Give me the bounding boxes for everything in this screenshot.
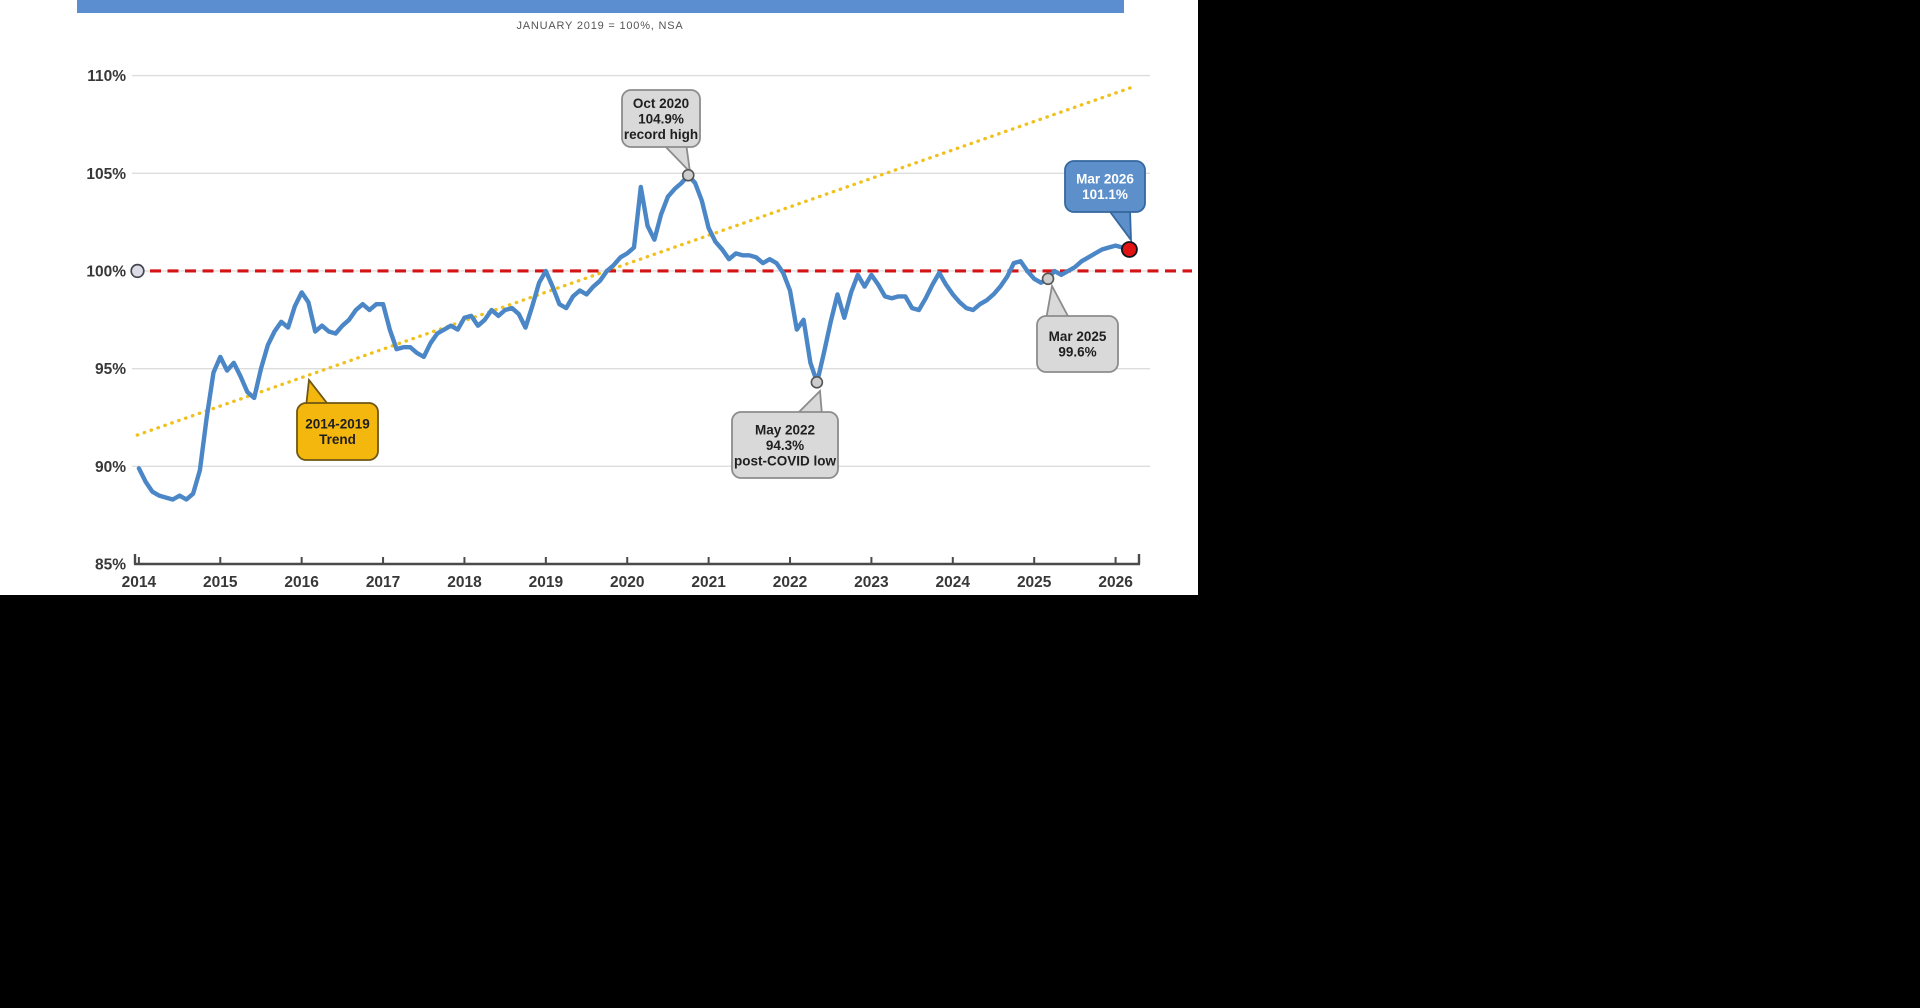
chart-subtitle: JANUARY 2019 = 100%, NSA	[516, 20, 683, 32]
annotation-record-high-line-0: Oct 2020	[633, 96, 689, 111]
y-tick-label: 90%	[95, 459, 126, 476]
annotation-mar-2025-line-1: 99.6%	[1058, 345, 1096, 360]
x-tick-label: 2019	[529, 574, 564, 591]
annotation-trend-label-line-1: Trend	[319, 432, 356, 447]
annotation-post-covid-low-line-1: 94.3%	[766, 438, 804, 453]
title-banner	[77, 0, 1124, 13]
marker-post-covid-low	[810, 376, 824, 389]
y-tick-label: 95%	[95, 361, 126, 378]
x-tick-label: 2022	[773, 574, 807, 591]
annotation-record-high-line-2: record high	[624, 127, 698, 142]
annotation-mar-2026-line-0: Mar 2026	[1076, 172, 1134, 187]
x-tick-label: 2017	[366, 574, 400, 591]
end-point-dot	[1121, 241, 1138, 258]
x-tick-label: 2016	[284, 574, 319, 591]
annotation-trend-label-box	[296, 402, 379, 461]
annotation-record-high-box	[621, 89, 701, 148]
x-tick-label: 2023	[854, 574, 889, 591]
x-tick-label: 2018	[447, 574, 482, 591]
annotation-trend-label-line-0: 2014-2019	[305, 417, 370, 432]
chart-panel	[0, 0, 1198, 595]
marker-mar-2025	[1041, 272, 1055, 286]
annotation-post-covid-low-box	[731, 411, 839, 479]
x-tick-label: 2024	[936, 574, 971, 591]
annotation-mar-2026-line-1: 101.1%	[1082, 187, 1128, 202]
x-tick-label: 2026	[1098, 574, 1133, 591]
annotation-mar-2025-box	[1036, 315, 1119, 373]
x-tick-label: 2015	[203, 574, 238, 591]
x-axis	[133, 554, 1141, 566]
y-tick-label: 100%	[86, 263, 126, 280]
y-tick-label: 105%	[86, 166, 126, 183]
marker-record-high	[681, 168, 695, 182]
annotation-mar-2025-line-0: Mar 2025	[1049, 329, 1107, 344]
y-tick-label: 85%	[95, 557, 126, 574]
x-tick-label: 2021	[691, 574, 726, 591]
reference-line-start-circle	[130, 263, 145, 279]
annotation-mar-2026-box	[1064, 160, 1146, 213]
annotation-post-covid-low-line-2: post-COVID low	[734, 453, 836, 468]
index-series-line	[136, 173, 1132, 502]
x-tick-label: 2025	[1017, 574, 1052, 591]
y-tick-label: 110%	[87, 68, 126, 85]
annotation-record-high-line-1: 104.9%	[638, 111, 684, 126]
trend-line	[135, 85, 1134, 437]
annotation-post-covid-low-line-0: May 2022	[755, 422, 815, 437]
x-tick-label: 2014	[122, 574, 157, 591]
x-tick-label: 2020	[610, 574, 644, 591]
